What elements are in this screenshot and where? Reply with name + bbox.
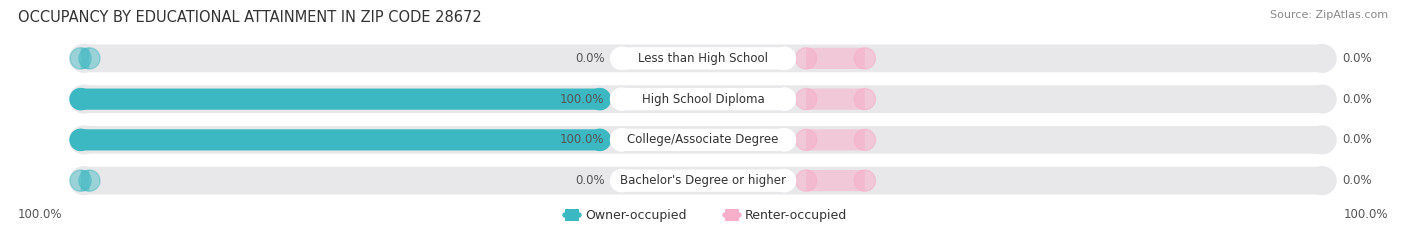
- Circle shape: [610, 169, 633, 192]
- Circle shape: [576, 213, 581, 217]
- Circle shape: [610, 47, 633, 69]
- FancyBboxPatch shape: [84, 85, 1322, 113]
- FancyBboxPatch shape: [80, 170, 90, 191]
- Circle shape: [737, 213, 741, 217]
- Circle shape: [70, 48, 91, 69]
- FancyBboxPatch shape: [725, 209, 740, 221]
- Circle shape: [723, 213, 727, 217]
- Circle shape: [796, 129, 817, 151]
- Text: 0.0%: 0.0%: [575, 52, 605, 65]
- Circle shape: [70, 85, 97, 113]
- Circle shape: [589, 129, 610, 151]
- Text: 0.0%: 0.0%: [575, 174, 605, 187]
- Circle shape: [562, 213, 567, 217]
- FancyBboxPatch shape: [84, 45, 1322, 72]
- FancyBboxPatch shape: [80, 129, 600, 151]
- FancyBboxPatch shape: [621, 88, 785, 110]
- Circle shape: [1309, 126, 1336, 154]
- Circle shape: [773, 129, 796, 151]
- FancyBboxPatch shape: [80, 48, 90, 69]
- FancyBboxPatch shape: [621, 129, 785, 151]
- Circle shape: [773, 88, 796, 110]
- Circle shape: [773, 47, 796, 69]
- Text: Source: ZipAtlas.com: Source: ZipAtlas.com: [1270, 10, 1388, 20]
- Text: 0.0%: 0.0%: [1341, 52, 1372, 65]
- Circle shape: [796, 170, 817, 191]
- Text: Bachelor's Degree or higher: Bachelor's Degree or higher: [620, 174, 786, 187]
- Circle shape: [589, 89, 610, 110]
- Circle shape: [773, 169, 796, 192]
- Text: 100.0%: 100.0%: [1344, 209, 1388, 222]
- Circle shape: [855, 170, 876, 191]
- Circle shape: [855, 129, 876, 151]
- Circle shape: [70, 126, 97, 154]
- Circle shape: [1309, 167, 1336, 195]
- Text: High School Diploma: High School Diploma: [641, 93, 765, 106]
- Text: Owner-occupied: Owner-occupied: [585, 209, 686, 222]
- Text: College/Associate Degree: College/Associate Degree: [627, 133, 779, 146]
- Circle shape: [70, 167, 97, 195]
- Text: 0.0%: 0.0%: [1341, 93, 1372, 106]
- Circle shape: [855, 89, 876, 110]
- Text: Less than High School: Less than High School: [638, 52, 768, 65]
- Text: OCCUPANCY BY EDUCATIONAL ATTAINMENT IN ZIP CODE 28672: OCCUPANCY BY EDUCATIONAL ATTAINMENT IN Z…: [18, 10, 482, 25]
- Text: 100.0%: 100.0%: [18, 209, 62, 222]
- FancyBboxPatch shape: [806, 48, 865, 69]
- Circle shape: [610, 129, 633, 151]
- Circle shape: [70, 129, 91, 151]
- Circle shape: [796, 89, 817, 110]
- Circle shape: [610, 88, 633, 110]
- Circle shape: [70, 89, 91, 110]
- Circle shape: [79, 170, 100, 191]
- Text: Renter-occupied: Renter-occupied: [745, 209, 848, 222]
- Circle shape: [796, 48, 817, 69]
- Circle shape: [70, 45, 97, 72]
- FancyBboxPatch shape: [565, 209, 579, 221]
- FancyBboxPatch shape: [621, 47, 785, 69]
- FancyBboxPatch shape: [80, 89, 600, 110]
- Circle shape: [79, 48, 100, 69]
- Text: 0.0%: 0.0%: [1341, 174, 1372, 187]
- FancyBboxPatch shape: [806, 129, 865, 151]
- Circle shape: [1309, 45, 1336, 72]
- Text: 100.0%: 100.0%: [560, 133, 605, 146]
- Circle shape: [70, 170, 91, 191]
- FancyBboxPatch shape: [84, 126, 1322, 154]
- FancyBboxPatch shape: [84, 167, 1322, 195]
- FancyBboxPatch shape: [806, 170, 865, 191]
- Circle shape: [1309, 85, 1336, 113]
- Circle shape: [855, 48, 876, 69]
- Text: 0.0%: 0.0%: [1341, 133, 1372, 146]
- FancyBboxPatch shape: [621, 169, 785, 192]
- FancyBboxPatch shape: [806, 89, 865, 110]
- Text: 100.0%: 100.0%: [560, 93, 605, 106]
